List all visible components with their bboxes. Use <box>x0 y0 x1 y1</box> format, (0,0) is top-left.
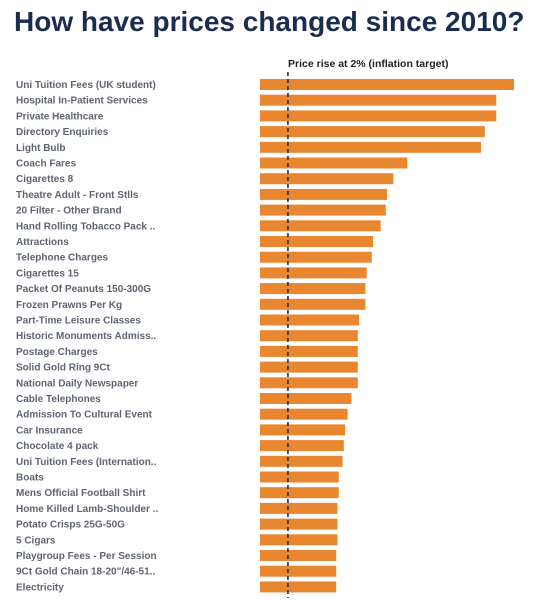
bar <box>260 79 514 90</box>
category-label: Telephone Charges <box>16 253 108 264</box>
bar <box>260 408 348 420</box>
category-label: Part-Time Leisure Classes <box>16 316 141 327</box>
category-label: Frozen Prawns Per Kg <box>16 300 122 311</box>
bar <box>260 251 372 263</box>
category-label: Postage Charges <box>16 347 98 358</box>
category-label: 5 Cigars <box>16 535 56 546</box>
category-label: Electricity <box>16 582 64 593</box>
bar <box>260 141 481 153</box>
category-label: Attractions <box>16 237 69 248</box>
bar <box>260 424 346 436</box>
category-label: Admission To Cultural Event <box>16 410 153 421</box>
category-label: Cigarettes 15 <box>16 268 79 279</box>
category-label: Car Insurance <box>16 425 83 436</box>
bar <box>260 565 337 577</box>
category-label: Solid Gold Ring 9Ct <box>16 363 111 374</box>
bar <box>260 283 366 295</box>
category-label: Mens Official Football Shirt <box>16 488 146 499</box>
category-label: Private Healthcare <box>16 111 104 122</box>
category-label: Uni Tuition Fees (Internation.. <box>16 457 157 468</box>
bar <box>260 330 358 342</box>
category-label: Home Killed Lamb-Shoulder .. <box>16 504 158 515</box>
bar <box>260 550 337 561</box>
reference-line-label: Price rise at 2% (inflation target) <box>288 58 449 70</box>
bar <box>260 534 338 546</box>
bar <box>260 471 339 483</box>
bar <box>260 455 343 467</box>
bar <box>260 377 358 389</box>
category-label: Hospital In-Patient Services <box>16 96 148 107</box>
bar <box>260 361 358 373</box>
bar <box>260 393 352 404</box>
chart-title: How have prices changed since 2010? <box>14 6 525 37</box>
category-label: Potato Crisps 25G-50G <box>16 520 125 531</box>
bar <box>260 157 408 169</box>
category-label: Playgroup Fees - Per Session <box>16 551 157 562</box>
category-label: Hand Rolling Tobacco Pack .. <box>16 221 156 232</box>
bar <box>260 502 338 514</box>
category-label: National Daily Newspaper <box>16 378 138 389</box>
category-label: Packet Of Peanuts 150-300G <box>16 284 151 295</box>
bar <box>260 110 497 122</box>
bar <box>260 220 381 232</box>
category-label: Coach Fares <box>16 159 76 170</box>
bar <box>260 173 394 185</box>
bar <box>260 204 386 216</box>
category-label: Cigarettes 8 <box>16 174 74 185</box>
category-label: Chocolate 4 pack <box>16 441 99 452</box>
category-label: Cable Telephones <box>16 394 101 405</box>
bar <box>260 487 339 499</box>
category-label: 9Ct Gold Chain 18-20"/46-51.. <box>16 567 155 578</box>
bar <box>260 267 367 279</box>
bar <box>260 94 497 106</box>
bar <box>260 236 374 247</box>
bar <box>260 298 366 310</box>
bar <box>260 518 338 530</box>
category-label: Light Bulb <box>16 143 65 154</box>
category-label: Historic Monuments Admiss.. <box>16 331 156 342</box>
bar <box>260 314 360 326</box>
category-label: 20 Filter - Other Brand <box>16 206 122 217</box>
category-label: Theatre Adult - Front Stlls <box>16 190 139 201</box>
bar <box>260 581 337 593</box>
bar <box>260 345 358 357</box>
bar <box>260 188 387 200</box>
bar <box>260 126 485 138</box>
category-label: Directory Enquiries <box>16 127 109 138</box>
bar <box>260 440 344 452</box>
category-label: Uni Tuition Fees (UK student) <box>16 80 156 91</box>
category-label: Boats <box>16 473 44 484</box>
